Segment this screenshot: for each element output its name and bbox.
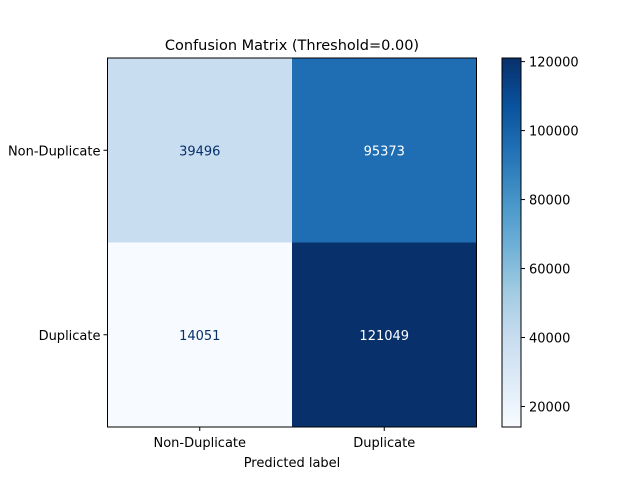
y-tick-label: Non-Duplicate: [8, 144, 101, 159]
plot-frame: [107, 57, 477, 428]
x-axis: Non-Duplicate Duplicate: [153, 427, 415, 451]
cell-value-label: 95373: [364, 144, 405, 159]
x-tick-label: Non-Duplicate: [153, 436, 246, 451]
y-axis: Non-Duplicate Duplicate: [8, 144, 108, 344]
chart-title: Confusion Matrix (Threshold=0.00): [165, 38, 419, 54]
cell-value-label: 121049: [359, 329, 409, 344]
y-tick-label: Duplicate: [39, 329, 101, 344]
cell-value-label: 14051: [179, 329, 220, 344]
colorbar-tick-label: 40000: [529, 332, 570, 347]
colorbar-tick-label: 20000: [529, 400, 570, 415]
colorbar-tick-label: 60000: [529, 263, 570, 278]
x-axis-label: Predicted label: [244, 456, 341, 471]
colorbar: [501, 57, 522, 428]
heatmap-cell: [292, 242, 477, 427]
heatmap-cell: [107, 242, 292, 427]
colorbar-tick-label: 80000: [529, 194, 570, 209]
x-tick-label: Duplicate: [353, 436, 415, 451]
cell-value-label: 39496: [179, 144, 220, 159]
heatmap-cell: [292, 58, 477, 243]
heatmap-cells: 39496 95373 14051 121049: [107, 58, 477, 427]
heatmap-cell: [107, 58, 292, 243]
colorbar-tick-label: 100000: [529, 125, 579, 140]
colorbar-axis: 20000 40000 60000 80000 100000 120000: [521, 56, 579, 415]
colorbar-tick-label: 120000: [529, 56, 579, 71]
